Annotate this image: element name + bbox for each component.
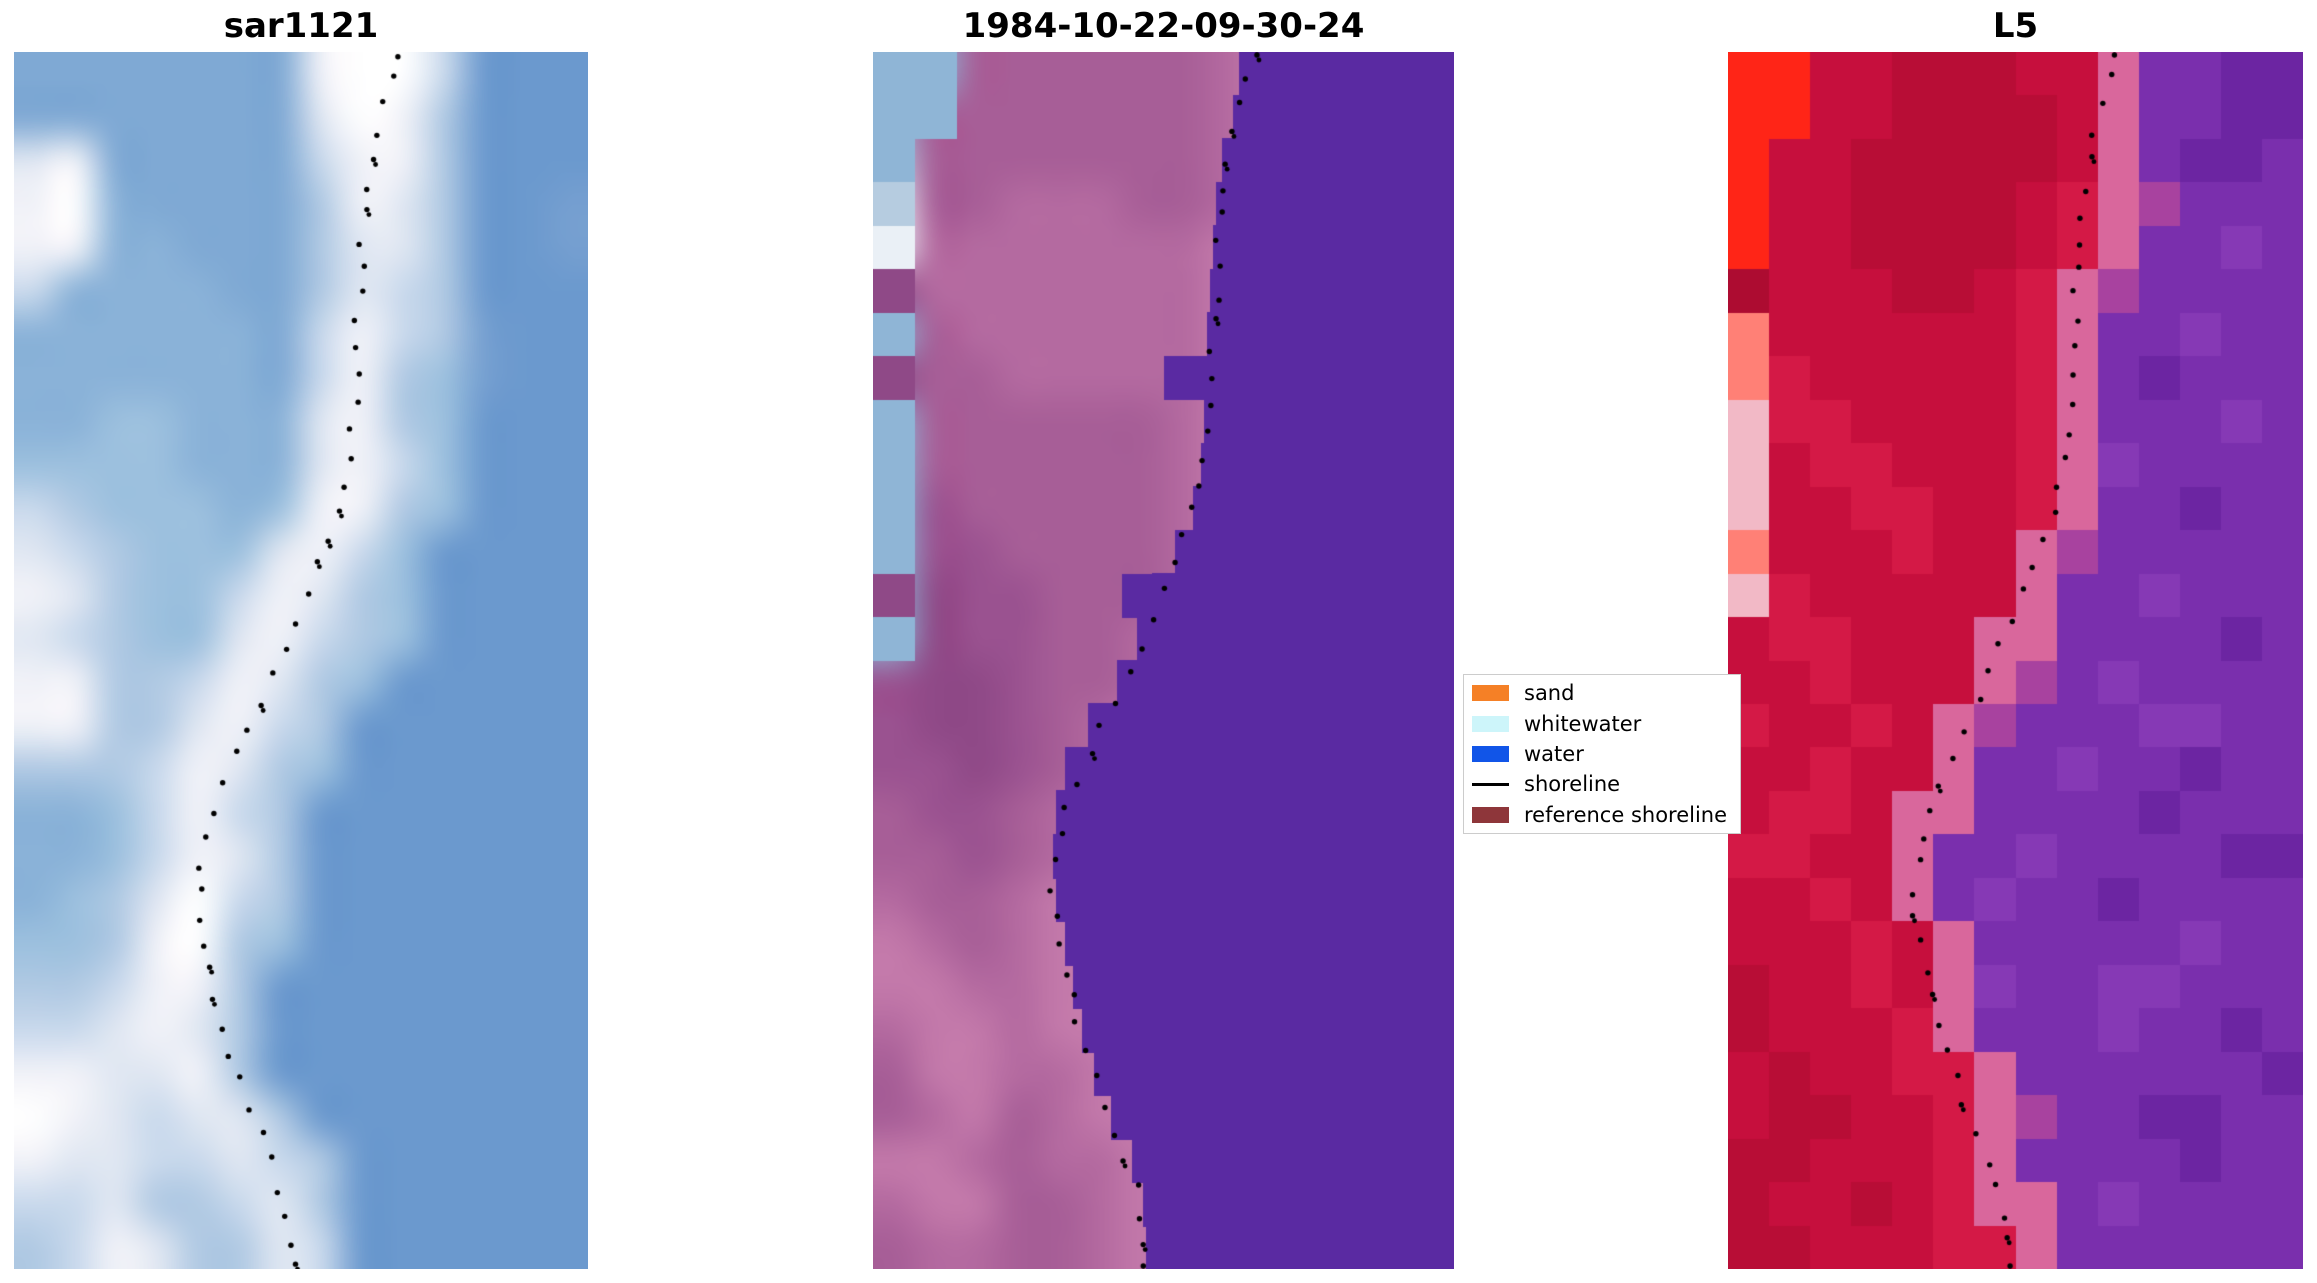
shoreline-line-swatch (1472, 782, 1509, 786)
legend-label: sand (1524, 681, 1575, 706)
legend-label: shoreline (1524, 772, 1621, 797)
whitewater-color-swatch (1472, 715, 1509, 732)
panel-title-L5: L5 (1992, 6, 2039, 46)
legend-label: water (1524, 741, 1584, 766)
legend-item-water: water (1464, 740, 1740, 768)
legend-item-sand: sand (1464, 679, 1740, 707)
legend-label: whitewater (1524, 711, 1642, 736)
sand-color-swatch (1472, 685, 1509, 702)
water-color-swatch (1472, 745, 1509, 762)
landsat5-image-panel (1728, 52, 2303, 1269)
legend-item-whitewater: whitewater (1464, 710, 1740, 738)
legend-box: sand whitewater water shoreline reference sh… (1463, 674, 1741, 834)
reference-shoreline-color-swatch (1472, 806, 1509, 823)
sar-image-panel (14, 52, 588, 1269)
classified-image-panel (873, 52, 1454, 1269)
legend-label: reference shoreline (1524, 802, 1728, 827)
panel-title-sar1121: sar1121 (223, 6, 379, 46)
legend-item-shoreline: shoreline (1464, 770, 1740, 798)
panel-title-date: 1984-10-22-09-30-24 (962, 6, 1365, 46)
legend-item-reference-shoreline: reference shoreline (1464, 801, 1740, 829)
